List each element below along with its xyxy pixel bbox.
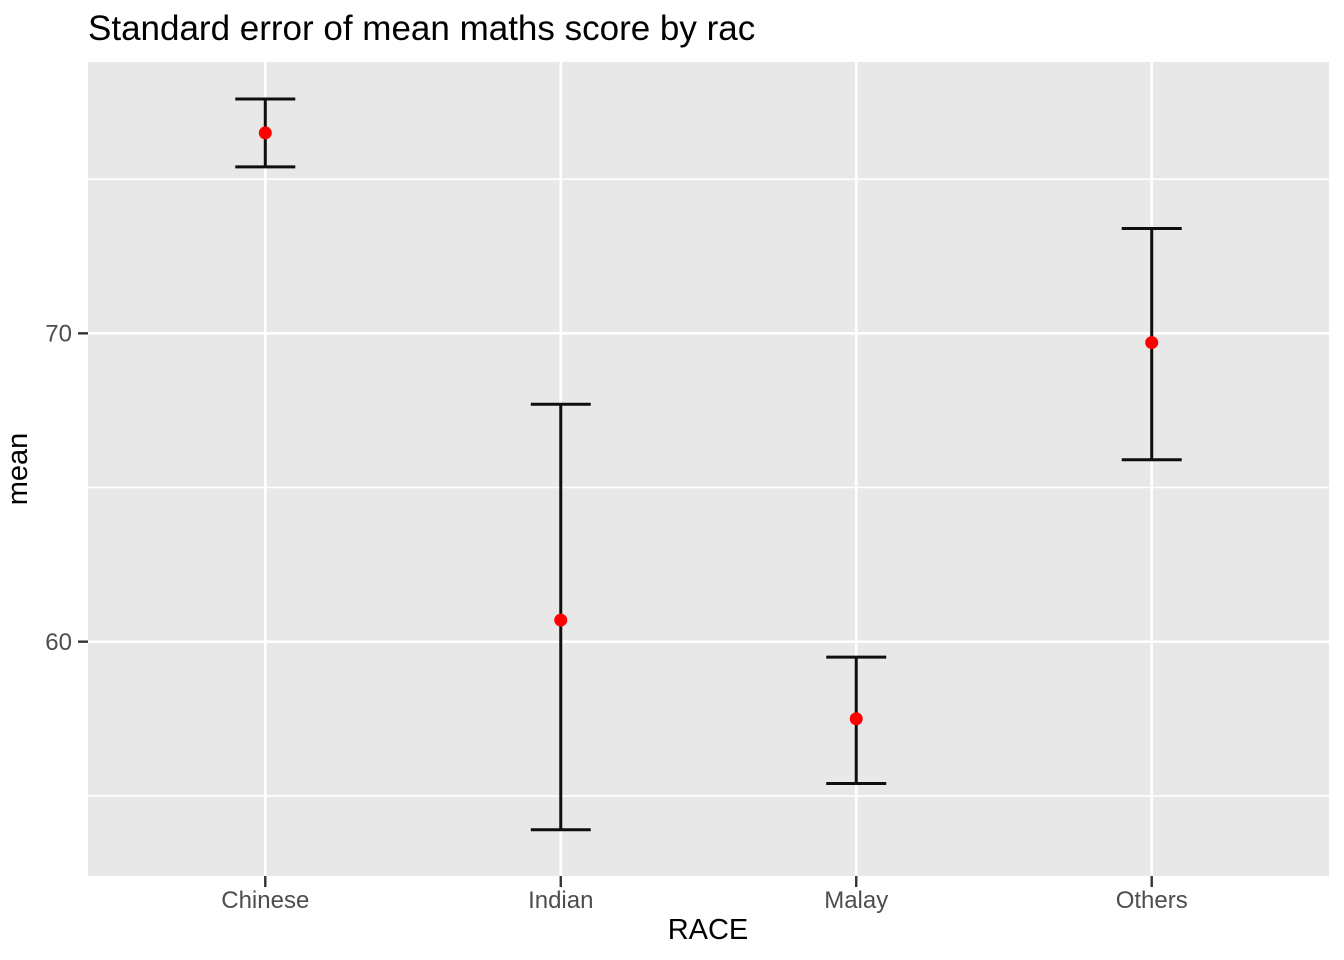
errorbar-indian	[530, 402, 591, 832]
y-axis-title: mean	[2, 433, 34, 506]
data-point-indian	[554, 613, 568, 627]
x-tick-label-others: Others	[1116, 887, 1188, 914]
data-point-others	[1145, 336, 1159, 350]
errorbar-others	[1121, 227, 1182, 462]
y-tick-label-60: 60	[45, 629, 72, 656]
x-axis-title: RACE	[668, 914, 749, 946]
chart-title: Standard error of mean maths score by ra…	[88, 9, 755, 48]
x-tick-label-malay: Malay	[824, 887, 888, 914]
errorbar-chinese	[235, 97, 296, 169]
gridlines-layer	[88, 62, 1329, 876]
plot-panel	[88, 62, 1329, 876]
y-tick-label-70: 70	[45, 321, 72, 348]
errorbar-malay	[826, 655, 887, 785]
data-point-chinese	[258, 126, 272, 140]
panel-background	[88, 62, 1329, 876]
x-tick-label-chinese: Chinese	[221, 887, 309, 914]
error-bars-layer	[235, 97, 1182, 832]
axes-layer: 60 70 Chinese Indian Malay Others	[45, 321, 1187, 914]
x-tick-label-indian: Indian	[528, 887, 593, 914]
data-point-malay	[849, 712, 863, 726]
